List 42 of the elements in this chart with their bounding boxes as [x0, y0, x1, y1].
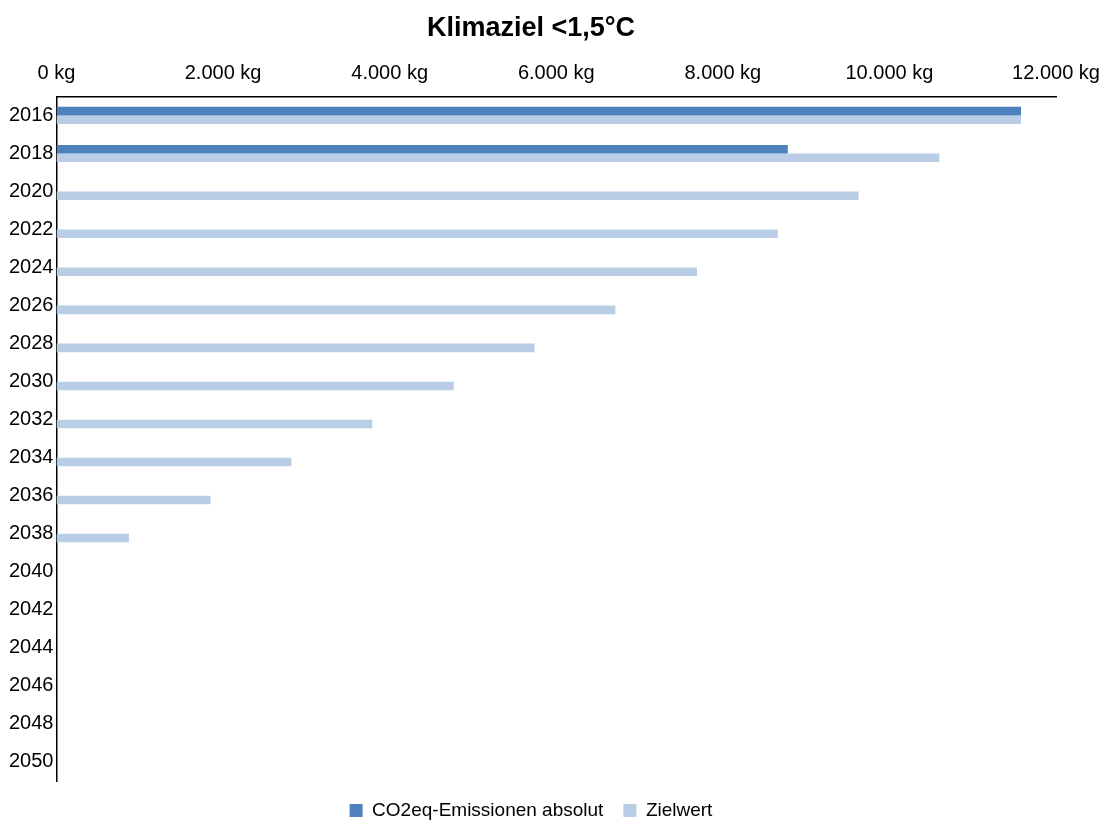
bar [56, 191, 859, 201]
y-tick-label: 2016 [8, 102, 54, 125]
bar [56, 381, 454, 391]
y-tick-label: 2032 [8, 407, 54, 430]
x-tick-label: 4.000 kg [351, 60, 429, 83]
x-tick-label: 0 kg [37, 60, 76, 83]
y-tick-label: 2048 [8, 711, 54, 734]
x-tick-label: 10.000 kg [845, 60, 934, 83]
y-tick-label: 2040 [8, 559, 54, 582]
bar [56, 343, 535, 353]
y-tick-label: 2020 [8, 179, 54, 201]
x-tick-label: 6.000 kg [517, 60, 595, 83]
bar [56, 305, 616, 315]
legend-label: CO2eq-Emissionen absolut [372, 798, 605, 820]
x-tick-label: 2.000 kg [184, 60, 262, 83]
y-tick-label: 2050 [8, 749, 54, 772]
bar [56, 229, 778, 239]
y-tick-label: 2028 [8, 331, 54, 354]
y-tick-label: 2018 [8, 140, 54, 163]
y-tick-label: 2038 [8, 521, 54, 544]
y-tick-label: 2042 [8, 597, 54, 620]
y-tick-label: 2044 [8, 635, 54, 658]
y-tick-label: 2046 [8, 673, 54, 696]
bar [56, 267, 698, 277]
bar [56, 419, 373, 429]
bar [56, 495, 211, 505]
bar [56, 106, 1022, 116]
chart-title: Klimaziel <1,5°C [426, 11, 636, 42]
x-tick-label: 8.000 kg [684, 60, 762, 83]
legend-label: Zielwert [645, 798, 714, 820]
y-tick-label: 2034 [8, 445, 54, 468]
y-tick-label: 2026 [8, 293, 54, 316]
y-tick-label: 2030 [8, 369, 54, 392]
y-tick-label: 2022 [8, 217, 54, 240]
bar [56, 153, 940, 163]
bar [56, 533, 129, 543]
bar [56, 457, 292, 467]
x-tick-label: 12.000 kg [1012, 60, 1100, 83]
bar [56, 115, 1022, 124]
bar [56, 144, 788, 154]
y-tick-label: 2036 [8, 483, 54, 506]
y-tick-label: 2024 [8, 255, 54, 278]
